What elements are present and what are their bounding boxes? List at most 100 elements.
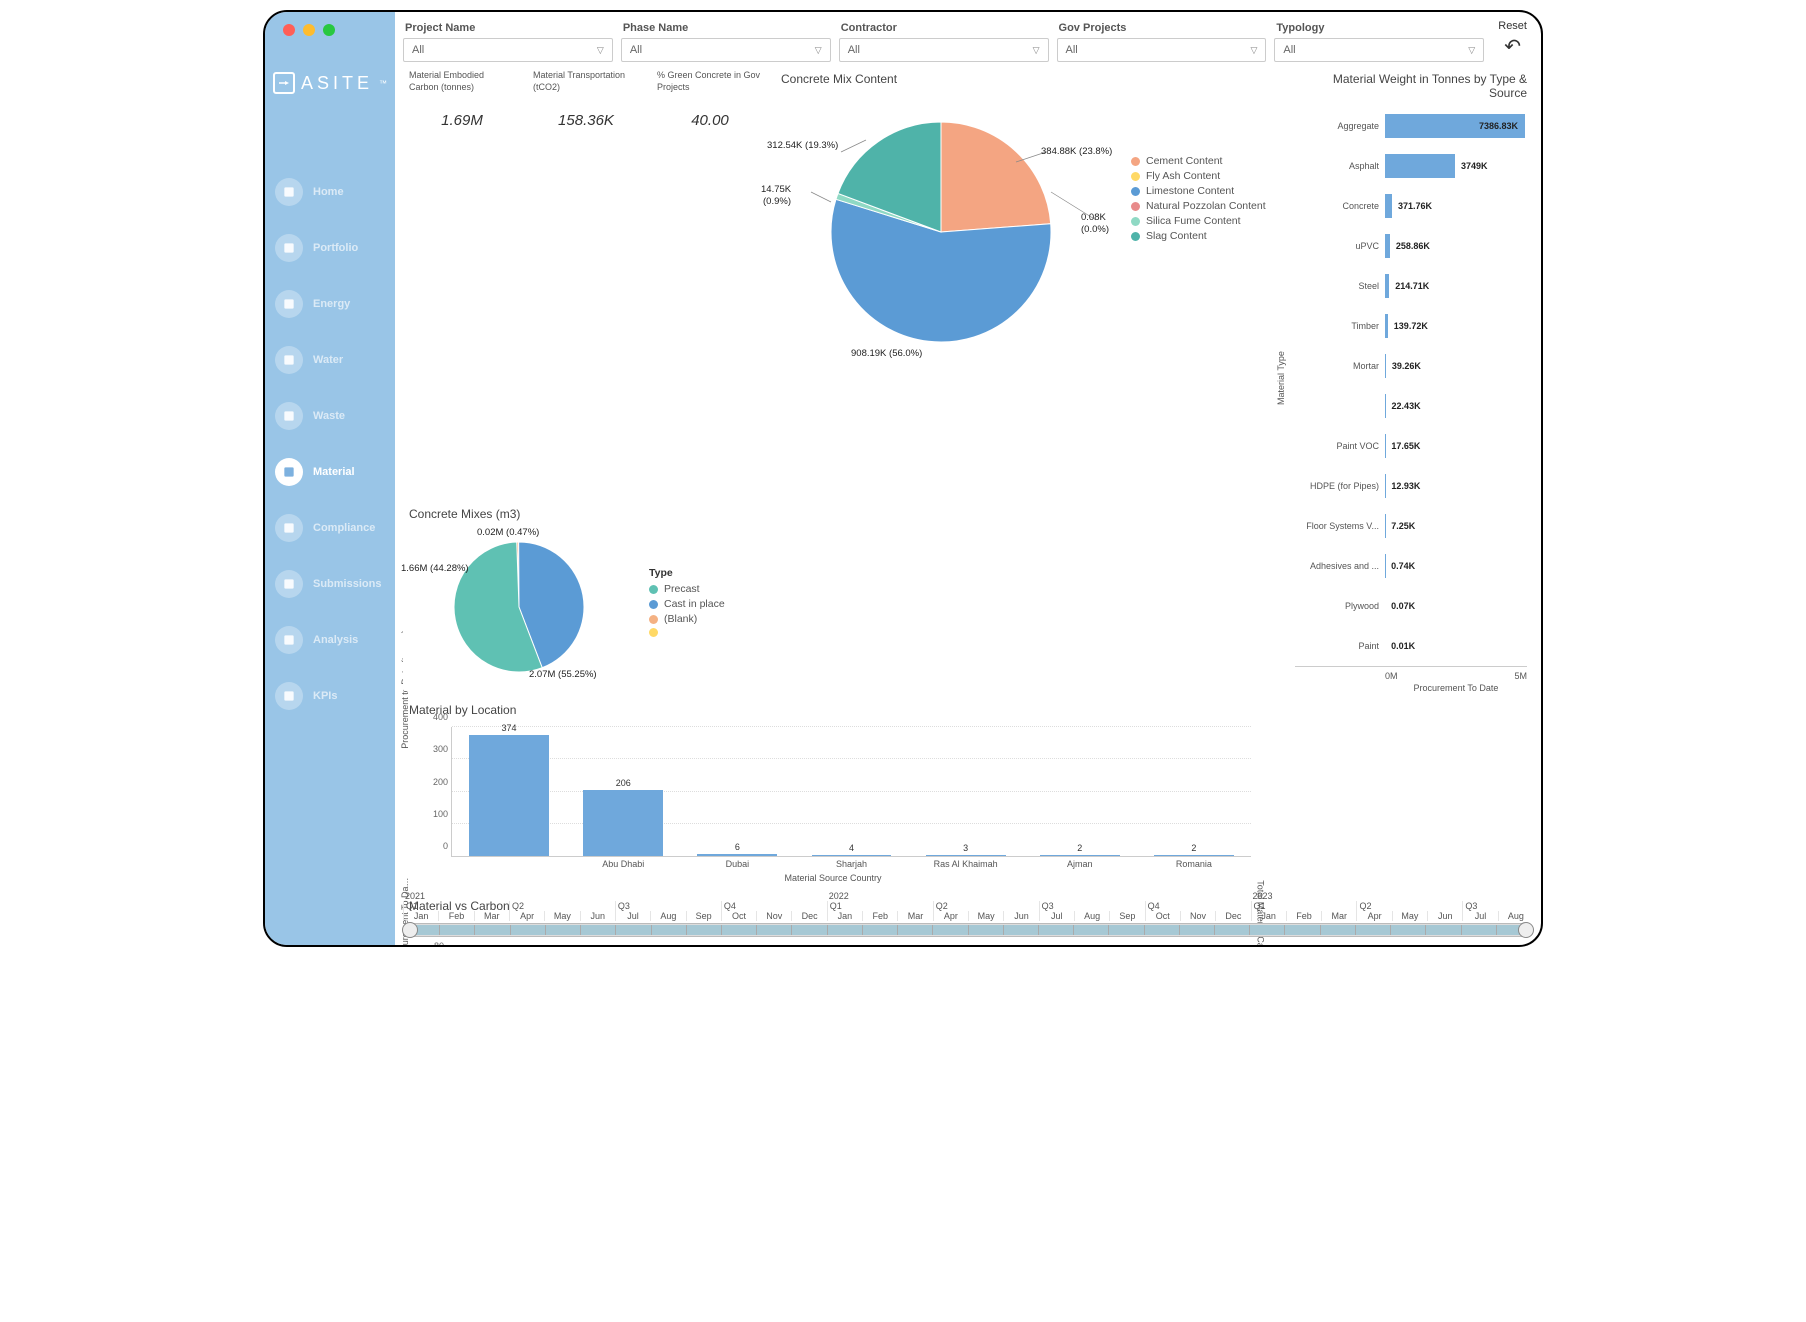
nav-list: Home Portfolio Energy WaterWasteMaterialCom…	[265, 124, 395, 724]
hbar-label: Aggregate	[1295, 121, 1385, 131]
timeline-segment	[1285, 925, 1320, 935]
legend-item: Natural Pozzolan Content	[1131, 200, 1266, 212]
timeline-handle-end[interactable]	[1518, 922, 1534, 938]
panel-title: Concrete Mix Content	[781, 70, 1277, 92]
hbar-label: Asphalt	[1295, 161, 1385, 171]
sidebar-item-portfolio[interactable]: Portfolio	[265, 220, 395, 276]
sidebar-item-home[interactable]: Home	[265, 164, 395, 220]
sidebar-item-analysis[interactable]: Analysis	[265, 612, 395, 668]
kpi-label: Material Embodied Carbon (tonnes)	[409, 70, 515, 94]
sidebar-item-material[interactable]: Material	[265, 444, 395, 500]
sidebar-item-waste[interactable]: Waste	[265, 388, 395, 444]
nav-label: Home	[313, 186, 344, 198]
timeline-month: Aug	[1074, 911, 1109, 921]
hbar-fill	[1385, 314, 1388, 338]
legend-dot-icon	[1131, 172, 1140, 181]
close-icon[interactable]	[283, 24, 295, 36]
timeline-handle-start[interactable]	[402, 922, 418, 938]
timeline-month: Dec	[791, 911, 826, 921]
y-axis-title: Material Type	[1276, 351, 1286, 405]
timeline-month: Mar	[897, 911, 932, 921]
filter-gov-projects: Gov Projects All▽	[1057, 18, 1267, 62]
timeline-segment	[1180, 925, 1215, 935]
home-icon	[275, 178, 303, 206]
concrete-mix-content-legend: Cement ContentFly Ash ContentLimestone C…	[1131, 92, 1266, 362]
filter-select[interactable]: All▽	[1274, 38, 1484, 62]
x-label: Abu Dhabi	[602, 856, 644, 869]
timeline-segment	[969, 925, 1004, 935]
hbar-fill	[1385, 194, 1392, 218]
bar-value: 206	[616, 778, 631, 788]
timeline-year: 2021	[403, 891, 827, 901]
filter-select[interactable]: All▽	[403, 38, 613, 62]
sidebar-item-kpis[interactable]: KPIs	[265, 668, 395, 724]
hbar-row: uPVC 258.86K	[1295, 226, 1527, 266]
timeline-segment	[475, 925, 510, 935]
timeline-segment	[511, 925, 546, 935]
hbar-label: Paint VOC	[1295, 441, 1385, 451]
hbar-label: Steel	[1295, 281, 1385, 291]
data-label: (0.9%)	[763, 196, 791, 207]
filter-select[interactable]: All▽	[621, 38, 831, 62]
hbar-value: 17.65K	[1387, 441, 1420, 451]
sidebar-item-submissions[interactable]: Submissions	[265, 556, 395, 612]
x-label: Dubai	[726, 856, 750, 869]
legend-dot-icon	[1131, 202, 1140, 211]
timeline-segment	[1004, 925, 1039, 935]
timeline-month: Oct	[1145, 911, 1180, 921]
gauge-icon	[275, 682, 303, 710]
sidebar-item-energy[interactable]: Energy	[265, 276, 395, 332]
timeline-quarter: Q3	[615, 901, 721, 911]
hbar-fill	[1385, 154, 1455, 178]
timeline-track[interactable]	[403, 923, 1533, 937]
timeline-segment	[1039, 925, 1074, 935]
brand-name: ASITE	[301, 73, 373, 94]
timeline-slider[interactable]: 202120222023 Q1Q2Q3Q4Q1Q2Q3Q4Q1Q2Q3 JanF…	[403, 891, 1533, 937]
timeline-year: 2023	[1251, 891, 1534, 901]
nav-label: Energy	[313, 298, 350, 310]
timeline-quarter: Q2	[1356, 901, 1462, 911]
timeline-segment	[1356, 925, 1391, 935]
hbar-row: HDPE (for Pipes) 12.93K	[1295, 466, 1527, 506]
timeline-month: Mar	[474, 911, 509, 921]
maximize-icon[interactable]	[323, 24, 335, 36]
sidebar: ASITE ™ HomePortfolioEnergyWaterWasteMat…	[265, 12, 395, 945]
filter-select[interactable]: All▽	[839, 38, 1049, 62]
main-content: Project Name All▽Phase Name All▽Contract…	[395, 12, 1541, 945]
filter-label: Typology	[1274, 18, 1484, 38]
panel-title: Material by Location	[409, 701, 1257, 723]
trash-icon	[275, 402, 303, 430]
minimize-icon[interactable]	[303, 24, 315, 36]
hbar-value: 12.93K	[1387, 481, 1420, 491]
chart-icon	[275, 626, 303, 654]
chevron-down-icon: ▽	[1250, 45, 1257, 56]
filter-bar: Project Name All▽Phase Name All▽Contract…	[403, 18, 1533, 62]
reset-button[interactable]: Reset ↶	[1492, 18, 1533, 61]
timeline-quarter: Q3	[1462, 901, 1533, 911]
y-tick: 100	[433, 809, 452, 819]
timeline-month: Jan	[827, 911, 862, 921]
timeline-segment	[1145, 925, 1180, 935]
sidebar-item-water[interactable]: Water	[265, 332, 395, 388]
timeline-month: Feb	[862, 911, 897, 921]
bolt-icon	[275, 290, 303, 318]
timeline-quarter: Q4	[721, 901, 827, 911]
legend-dot-icon	[1131, 232, 1140, 241]
timeline-segment	[828, 925, 863, 935]
timeline-segment	[792, 925, 827, 935]
filter-select[interactable]: All▽	[1057, 38, 1267, 62]
bar-value: 6	[735, 842, 740, 852]
timeline-month: May	[968, 911, 1003, 921]
timeline-segment	[757, 925, 792, 935]
data-label: 384.88K (23.8%)	[1041, 146, 1112, 157]
timeline-month: Sep	[1109, 911, 1144, 921]
timeline-month: Feb	[1286, 911, 1321, 921]
filter-typology: Typology All▽	[1274, 18, 1484, 62]
filter-phase-name: Phase Name All▽	[621, 18, 831, 62]
sidebar-item-compliance[interactable]: Compliance	[265, 500, 395, 556]
legend-item: Limestone Content	[1131, 185, 1266, 197]
data-label: 2.07M (55.25%)	[529, 669, 597, 680]
concrete-mixes-pie: 0.02M (0.47%)1.66M (44.28%)2.07M (55.25%…	[409, 527, 629, 687]
timeline-month: Apr	[1356, 911, 1391, 921]
hbar-value: 3749K	[1457, 161, 1488, 171]
